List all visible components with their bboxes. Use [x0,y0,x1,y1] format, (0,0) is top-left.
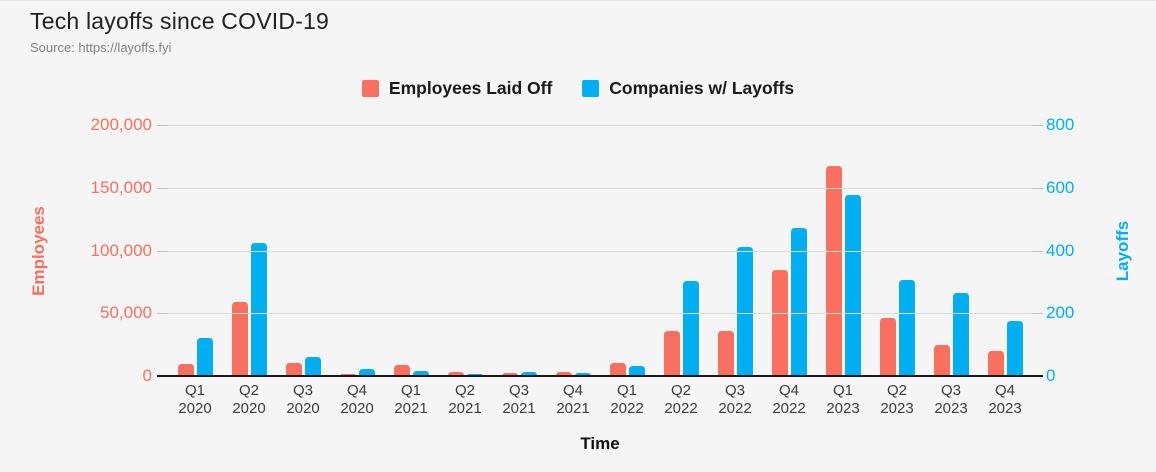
employees-bar-q2-2020[interactable] [231,302,248,376]
y-tick-label-left: 50,000 [100,303,152,323]
x-axis-title: Time [580,434,620,453]
employees-bar-q3-2021[interactable] [501,372,518,376]
tick-mark [1032,187,1043,189]
bar-group-q2-2020 [222,125,276,376]
legend: Employees Laid Off Companies w/ Layoffs [0,78,1156,99]
legend-label-companies: Companies w/ Layoffs [609,78,795,98]
y-axis-title-right: Layoffs [1113,220,1132,282]
bars-row [168,125,1032,376]
companies-bar-q4-2021[interactable] [574,372,591,376]
y-tick-label-right: 200 [1046,303,1075,323]
companies-swatch-icon [582,80,600,97]
bar-group-q4-2021 [546,125,600,376]
x-tick-label-q2-2023: Q2 2023 [880,382,914,417]
companies-bar-q2-2023[interactable] [898,280,915,376]
companies-bar-q1-2020[interactable] [196,337,213,376]
x-tick-label-q2-2021: Q2 2021 [448,382,482,417]
chart-source: Source: https://layoffs.fyi [30,40,172,55]
employees-bar-q1-2020[interactable] [177,364,194,376]
companies-bar-q3-2023[interactable] [952,292,969,376]
bar-group-q2-2021 [438,125,492,376]
gridline [168,125,1032,126]
companies-bar-q3-2020[interactable] [304,356,321,376]
tick-mark [1032,125,1043,126]
x-tick-label-q4-2021: Q4 2021 [556,382,590,417]
x-axis-labels: Q1 2020 Q2 2020 Q3 2020 Q4 2020 Q1 2021 Q2 2021 Q3 20… [168,382,1032,418]
y-tick-label-right: 600 [1046,177,1075,197]
employees-bar-q3-2023[interactable] [933,345,950,376]
employees-bar-q3-2020[interactable] [285,362,302,376]
bar-group-q4-2022 [762,125,816,376]
companies-bar-q2-2022[interactable] [682,281,699,376]
bar-group-q1-2022 [600,125,654,376]
legend-item-employees[interactable]: Employees Laid Off [361,78,553,99]
bar-group-q3-2020 [276,125,330,376]
x-tick-label-q2-2020: Q2 2020 [232,382,266,417]
x-tick-label-q1-2022: Q1 2022 [610,382,644,417]
companies-bar-q4-2020[interactable] [358,368,375,376]
tick-mark [157,125,168,126]
y-tick-label-right: 400 [1046,240,1075,260]
x-tick-label-q3-2020: Q3 2020 [286,382,320,417]
x-tick-label-q1-2020: Q1 2020 [178,382,212,417]
y-tick-label-right: 0 [1046,366,1056,385]
companies-bar-q4-2023[interactable] [1006,320,1023,376]
tick-mark [1032,250,1043,252]
employees-bar-q2-2021[interactable] [447,371,464,376]
x-tick-label-q2-2022: Q2 2022 [664,382,698,417]
x-tick-label-q4-2023: Q4 2023 [988,382,1022,417]
companies-bar-q1-2023[interactable] [844,194,861,376]
x-tick-label-q1-2023: Q1 2023 [826,382,860,417]
legend-item-companies[interactable]: Companies w/ Layoffs [582,78,794,99]
employees-bar-q1-2023[interactable] [825,166,842,376]
gridline [168,313,1032,315]
companies-bar-q3-2022[interactable] [736,247,753,376]
employees-bar-q2-2023[interactable] [879,317,896,376]
tick-mark [157,313,168,315]
y-tick-label-right: 800 [1046,115,1075,134]
employees-bar-q4-2023[interactable] [987,350,1004,376]
bar-group-q1-2020 [168,125,222,376]
x-tick-label-q4-2022: Q4 2022 [772,382,806,417]
bar-group-q1-2023 [816,125,870,376]
x-tick-label-q3-2021: Q3 2021 [502,382,536,417]
employees-bar-q4-2022[interactable] [771,270,788,376]
gridline [168,187,1032,189]
y-tick-label-left: 100,000 [90,240,152,260]
bar-group-q2-2023 [870,125,924,376]
employees-bar-q2-2022[interactable] [663,330,680,376]
employees-bar-q3-2022[interactable] [717,330,734,376]
y-tick-label-left: 0 [142,366,152,385]
bar-group-q2-2022 [654,125,708,376]
employees-bar-q1-2021[interactable] [393,365,410,376]
employees-swatch-icon [361,80,379,97]
tick-mark [157,187,168,189]
companies-bar-q1-2021[interactable] [412,370,429,376]
companies-bar-q1-2022[interactable] [628,365,645,376]
y-tick-label-left: 150,000 [90,177,152,197]
x-tick-label-q4-2020: Q4 2020 [340,382,374,417]
bar-group-q3-2021 [492,125,546,376]
employees-bar-q1-2022[interactable] [609,363,626,376]
x-tick-label-q3-2022: Q3 2022 [718,382,752,417]
plot-area [168,125,1032,376]
y-tick-label-left: 200,000 [90,115,152,134]
x-tick-label-q3-2023: Q3 2023 [934,382,968,417]
gridline [168,250,1032,252]
companies-bar-q3-2021[interactable] [520,372,537,376]
x-tick-label-q1-2021: Q1 2021 [394,382,428,417]
employees-bar-q4-2021[interactable] [555,371,572,376]
companies-bar-q2-2021[interactable] [466,373,483,376]
companies-bar-q4-2022[interactable] [790,227,807,376]
x-axis-line [157,375,1043,377]
bar-group-q4-2023 [978,125,1032,376]
tick-mark [1032,313,1043,315]
chart-title: Tech layoffs since COVID-19 [30,8,329,34]
companies-bar-q2-2020[interactable] [250,242,267,376]
tick-mark [157,250,168,252]
legend-label-employees: Employees Laid Off [388,78,553,98]
bar-group-q1-2021 [384,125,438,376]
bar-group-q3-2022 [708,125,762,376]
